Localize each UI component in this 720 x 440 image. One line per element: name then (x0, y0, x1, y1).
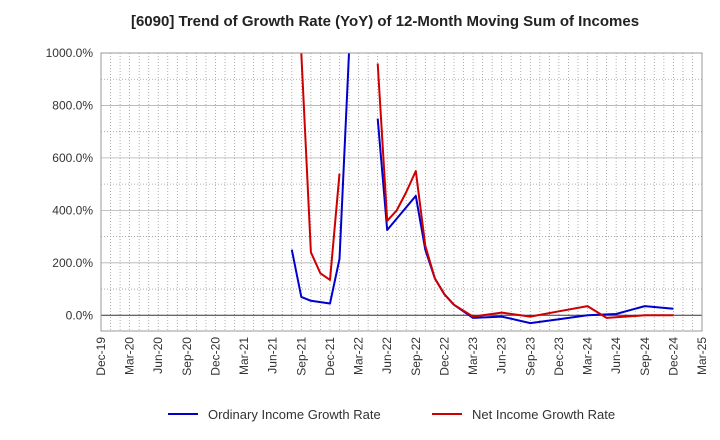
y-tick-label: 0.0% (66, 308, 94, 322)
x-tick-label: Dec-22 (437, 337, 451, 376)
legend-label: Ordinary Income Growth Rate (208, 407, 381, 422)
x-tick-label: Dec-19 (94, 337, 108, 376)
x-tick-label: Mar-22 (352, 337, 366, 375)
legend-item: Ordinary Income Growth Rate (168, 407, 381, 422)
y-tick-label: 800.0% (52, 98, 93, 112)
plot-area (101, 53, 702, 331)
x-tick-label: Mar-21 (237, 337, 251, 375)
y-tick-label: 1000.0% (46, 46, 94, 60)
plot-frame (100, 52, 703, 332)
x-tick-label: Jun-20 (151, 337, 165, 374)
x-tick-label: Sep-21 (294, 337, 308, 376)
grid (101, 53, 702, 331)
x-tick-label: Dec-23 (552, 337, 566, 376)
y-axis: 0.0% 200.0% 400.0% 600.0% 800.0% 1000.0% (46, 46, 94, 322)
x-tick-label: Jun-23 (495, 337, 509, 374)
legend-item: Net Income Growth Rate (432, 407, 615, 422)
x-tick-label: Dec-24 (666, 337, 680, 376)
x-tick-label: Dec-21 (323, 337, 337, 376)
legend-label: Net Income Growth Rate (472, 407, 615, 422)
x-tick-label: Mar-23 (466, 337, 480, 375)
series-line-ordinary-income (290, 53, 674, 325)
series-line-net-income (300, 53, 674, 319)
x-tick-label: Mar-24 (581, 337, 595, 375)
x-tick-label: Jun-21 (266, 337, 280, 374)
x-tick-label: Dec-20 (208, 337, 222, 376)
x-tick-label: Sep-20 (180, 337, 194, 376)
x-tick-label: Sep-23 (523, 337, 537, 376)
y-tick-label: 600.0% (52, 151, 93, 165)
series-layer (290, 53, 674, 325)
x-tick-label: Sep-24 (638, 337, 652, 376)
legend: Ordinary Income Growth Rate Net Income Gr… (168, 407, 615, 422)
x-axis: Dec-19 Mar-20 Jun-20 Sep-20 Dec-20 Mar-21 Jun-… (94, 337, 709, 376)
y-tick-label: 200.0% (52, 256, 93, 270)
x-tick-label: Jun-24 (609, 337, 623, 374)
x-tick-label: Mar-20 (123, 337, 137, 375)
x-tick-label: Mar-25 (695, 337, 709, 375)
x-tick-label: Jun-22 (380, 337, 394, 374)
chart-title: [6090] Trend of Growth Rate (YoY) of 12-… (131, 13, 639, 30)
y-tick-label: 400.0% (52, 203, 93, 217)
x-tick-label: Sep-22 (409, 337, 423, 376)
